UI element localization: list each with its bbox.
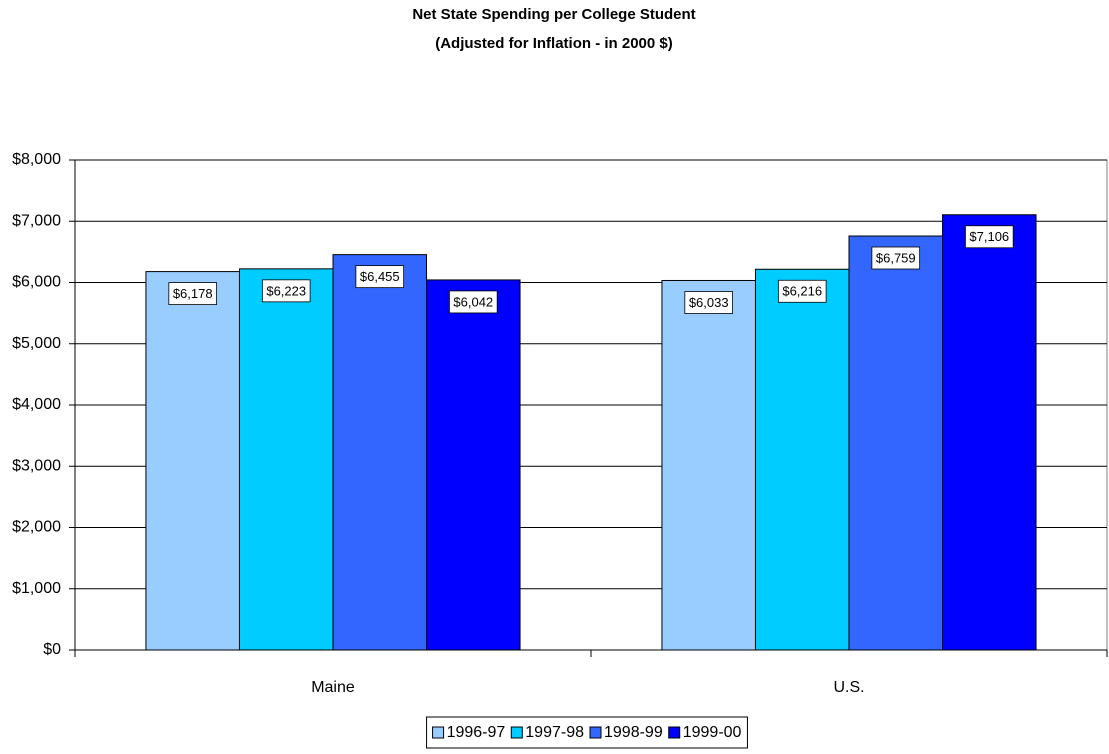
y-tick-label: $6,000: [12, 274, 61, 291]
legend-label: 1999-00: [683, 724, 742, 741]
value-label-box: [168, 282, 217, 305]
legend-swatch: [510, 726, 523, 739]
y-tick-label: $3,000: [12, 457, 61, 474]
y-tick-label: $2,000: [12, 519, 61, 536]
value-label-box: [684, 291, 733, 314]
bar: [754, 268, 850, 651]
value-label: $7,106: [969, 229, 1009, 244]
value-label: $6,223: [266, 283, 306, 298]
legend-swatch: [432, 726, 445, 739]
x-tick-label: Maine: [311, 679, 355, 696]
value-label-box: [871, 246, 921, 270]
value-label-box: [449, 290, 498, 314]
legend-box: [426, 716, 748, 749]
chart-title: Net State Spending per College Student: [412, 6, 695, 23]
legend-label: 1998-99: [604, 724, 663, 741]
value-label: $6,759: [876, 250, 916, 265]
legend-label: 1996-97: [447, 724, 506, 741]
value-label: $6,042: [453, 294, 493, 309]
bar: [145, 271, 240, 651]
y-tick-label: $4,000: [12, 396, 61, 413]
legend-label: 1997-98: [525, 724, 584, 741]
bar: [661, 279, 756, 651]
bar: [332, 254, 428, 651]
legend-swatch: [589, 726, 602, 739]
bar: [238, 268, 334, 651]
bar: [942, 214, 1037, 651]
value-label: $6,178: [173, 286, 213, 301]
value-label-box: [965, 225, 1014, 249]
y-tick-label: $1,000: [12, 580, 61, 597]
value-label-box: [777, 279, 827, 303]
y-tick-label: $8,000: [12, 151, 61, 168]
bar: [426, 279, 521, 651]
legend-swatch: [668, 726, 681, 739]
value-label: $6,455: [360, 269, 400, 284]
y-tick-label: $5,000: [12, 335, 61, 352]
value-label: $6,033: [689, 295, 729, 310]
y-tick-label: $7,000: [12, 212, 61, 229]
value-label-box: [261, 279, 311, 303]
value-label-box: [355, 265, 405, 289]
bar: [848, 235, 944, 651]
y-tick-label: $0: [43, 641, 61, 658]
chart-subtitle: (Adjusted for Inflation - in 2000 $): [435, 35, 673, 52]
x-tick-label: U.S.: [833, 679, 864, 696]
value-label: $6,216: [782, 284, 822, 299]
